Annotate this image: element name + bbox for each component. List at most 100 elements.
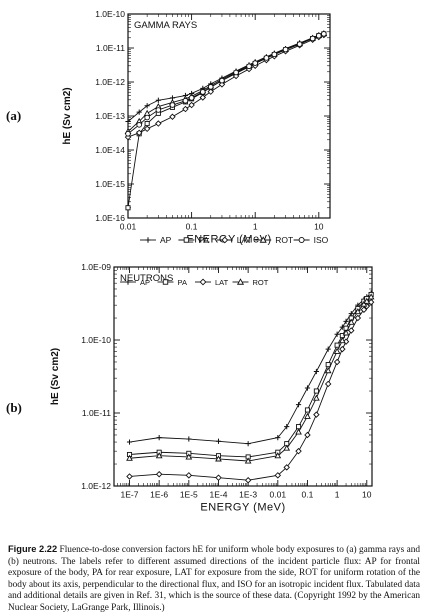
data-point-pa [304, 407, 310, 413]
y-tick-label: 1.0E-09 [81, 262, 111, 272]
chart-title: NEUTRONS [120, 273, 173, 284]
legend-label-ap: AP [140, 278, 150, 287]
legend-label-rot: ROT [275, 235, 293, 245]
legend-marker-ap [125, 279, 131, 285]
data-point-iso [321, 31, 327, 37]
legend-marker-lat [221, 236, 229, 244]
plot-frame [113, 266, 373, 487]
series-line-iso [127, 33, 324, 135]
data-point-rot [363, 297, 371, 304]
data-point-lat [244, 476, 252, 484]
data-point-ap [126, 439, 133, 445]
data-point-ap [155, 97, 161, 103]
data-point-lat [295, 447, 302, 455]
x-tick-label: 1E-6 [150, 490, 168, 500]
data-point-lat [313, 411, 320, 418]
legend-marker-lat [199, 278, 207, 286]
data-point-iso [282, 46, 289, 53]
y-tick-label: 1.0E-14 [95, 145, 125, 155]
data-point-lat [218, 81, 226, 88]
series-line-pa [127, 33, 324, 208]
x-tick-label: 1E-4 [209, 490, 227, 500]
figure-caption: Figure 2.22 Fluence-to-dose conversion f… [8, 544, 420, 615]
caption-text: Fluence-to-dose conversion factors hE fo… [8, 545, 420, 613]
data-point-lat [283, 464, 290, 471]
data-point-iso [125, 130, 131, 137]
series-iso [125, 31, 327, 137]
data-point-rot [185, 453, 193, 460]
series-line-lat [129, 301, 372, 481]
data-point-lat [348, 327, 355, 334]
y-tick-label: 1.0E-15 [95, 179, 125, 189]
chart-panel-a: 1.0E-16 1.0E-15 1.0E-14 1.0E-13 1.0E-12 1.0E-… [62, 9, 331, 246]
data-point-rot [143, 109, 151, 116]
data-point-lat [354, 314, 362, 322]
data-point-lat [304, 431, 311, 439]
y-axis-label: hE (Sv cm2) [50, 348, 61, 405]
data-point-ap [343, 318, 349, 324]
data-point-ap [304, 385, 311, 391]
data-point-pa [125, 205, 131, 211]
data-point-rot [360, 300, 368, 307]
y-tick-label: 1.0E-12 [95, 77, 125, 87]
legend-marker-iso [298, 237, 305, 243]
legend: AP PA LAT ROT ISO [140, 235, 329, 245]
chart-panel-b: 1.0E-12 1.0E-11 1.0E-10 1.0E-09 1E-7 1E-6 1E-5… [50, 262, 375, 514]
data-point-rot [244, 457, 252, 464]
data-point-rot [274, 452, 282, 459]
data-point-rot [367, 293, 375, 300]
x-tick-label: 0.01 [120, 222, 137, 232]
series-lat [126, 298, 375, 484]
data-point-ap [136, 109, 142, 115]
data-point-rot [333, 347, 341, 354]
legend-label-lat: LAT [237, 235, 252, 245]
legend-marker-pa [162, 279, 169, 285]
legend-label-pa: PA [178, 278, 187, 287]
data-point-rot [215, 455, 222, 462]
data-point-rot [354, 308, 362, 315]
chart-title: GAMMA RAYS [134, 20, 197, 31]
data-point-ap [245, 441, 251, 447]
data-point-lat [274, 472, 282, 479]
data-point-iso [233, 69, 239, 76]
data-point-rot [304, 412, 311, 419]
data-point-iso [144, 114, 150, 121]
series-line-pa [129, 294, 372, 458]
data-point-ap [284, 424, 290, 430]
legend-label-ap: AP [160, 235, 172, 245]
data-point-ap [275, 435, 281, 441]
series-ap [126, 290, 374, 447]
data-point-iso [182, 98, 189, 104]
data-point-lat [188, 101, 195, 109]
x-tick-label: 10 [314, 222, 324, 232]
x-tick-label: 0.1 [186, 222, 198, 232]
y-tick-label: 1.0E-11 [96, 43, 125, 53]
data-point-ap [348, 310, 354, 317]
data-point-lat [339, 345, 346, 353]
series-line-lat [127, 34, 325, 138]
legend-label-iso: ISO [314, 235, 329, 245]
data-point-ap [144, 103, 150, 109]
series-lat [124, 31, 328, 141]
data-point-pa [334, 342, 340, 348]
legend-marker-rot [259, 236, 267, 243]
x-tick-label: 0.1 [302, 490, 314, 500]
data-point-iso [263, 55, 270, 61]
y-tick-label: 1.0E-10 [95, 9, 125, 19]
data-point-iso [271, 51, 278, 58]
data-point-pa [313, 388, 319, 394]
legend: AP PA LAT ROT [120, 278, 269, 287]
x-tick-label: 1E-5 [180, 490, 198, 500]
data-point-iso [219, 77, 225, 84]
data-point-iso [169, 102, 176, 108]
x-tick-label: 0.01 [270, 490, 287, 500]
data-point-pa [144, 121, 150, 127]
data-point-iso [200, 89, 206, 95]
data-point-lat [215, 474, 222, 481]
data-point-iso [316, 32, 322, 39]
data-point-pa [325, 362, 331, 368]
series-pa [125, 31, 327, 211]
data-point-ap [295, 402, 302, 408]
data-point-lat [126, 473, 133, 480]
data-point-lat [155, 120, 162, 127]
